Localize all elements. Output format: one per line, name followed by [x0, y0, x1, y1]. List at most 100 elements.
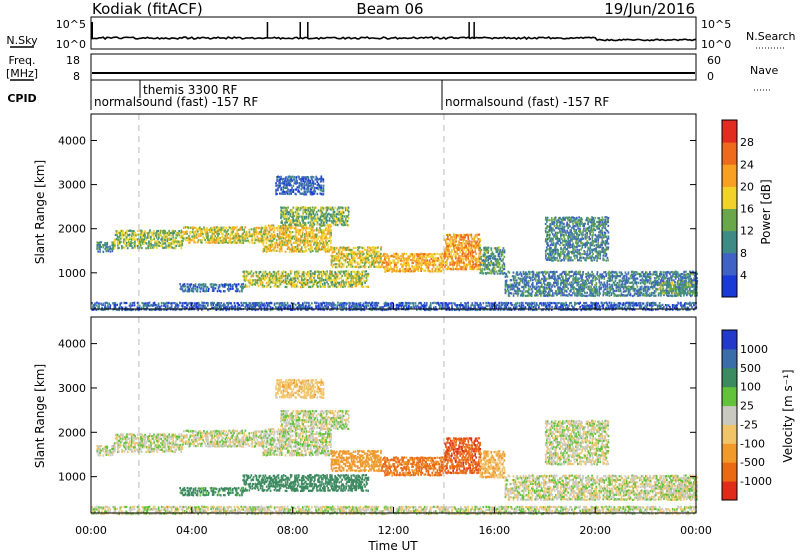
power-cell [270, 249, 273, 252]
power-cell [610, 288, 613, 291]
power-cell [357, 272, 360, 275]
power-cell [396, 266, 399, 269]
power-cell [206, 231, 208, 234]
power-cell [574, 292, 576, 295]
power-cell [218, 241, 220, 244]
power-cell [641, 271, 644, 274]
power-cell [455, 236, 458, 239]
power-cell [501, 270, 504, 273]
power-cell [278, 244, 281, 247]
power-cell [614, 275, 617, 278]
power-cell [173, 240, 176, 243]
power-cell [277, 237, 280, 240]
power-cell [207, 287, 210, 290]
power-cell [314, 213, 317, 216]
power-cell [213, 237, 215, 240]
power-cell [548, 229, 551, 232]
power-cell [556, 235, 558, 238]
power-cell [526, 281, 529, 284]
power-cell [150, 235, 152, 238]
power-cell [424, 263, 427, 266]
power-cell [382, 261, 384, 264]
power-cell [583, 287, 586, 290]
power-cell [359, 265, 362, 268]
power-cell [337, 285, 339, 288]
power-cell [287, 206, 289, 209]
power-cell [683, 270, 685, 273]
power-cell [150, 240, 152, 243]
power-cell [192, 287, 195, 290]
power-cell [474, 263, 476, 266]
power-cell [592, 292, 595, 295]
power-cell [245, 276, 248, 279]
power-cell [334, 257, 337, 260]
power-cell [506, 275, 509, 278]
nsearch-tick-bottom: 10^0 [701, 38, 731, 51]
power-cell [535, 275, 538, 278]
power-cell [346, 261, 349, 264]
power-cell [349, 283, 351, 287]
power-cell [369, 263, 371, 267]
power-cell [327, 224, 329, 227]
power-cell [372, 251, 374, 254]
power-cell [424, 253, 427, 256]
power-cell [217, 286, 220, 289]
power-cell [282, 210, 284, 213]
power-cell [525, 294, 528, 297]
power-cell [488, 254, 491, 258]
power-cell [406, 268, 408, 271]
power-cell [630, 287, 633, 290]
power-cell [294, 233, 297, 236]
power-cell [678, 273, 680, 276]
power-cell [282, 237, 285, 240]
power-cell [448, 249, 450, 252]
power-cell [148, 240, 150, 243]
power-cell [180, 234, 183, 237]
power-cell [320, 248, 322, 251]
power-cell [565, 290, 568, 293]
power-cell [458, 261, 460, 264]
power-cell [309, 227, 311, 230]
power-cell [467, 257, 469, 260]
power-cell [277, 279, 280, 282]
power-cell [170, 246, 173, 249]
power-cell [124, 244, 127, 247]
power-cell [544, 257, 547, 260]
power-cell [689, 291, 692, 294]
power-cell [665, 289, 668, 293]
power-cell [655, 281, 657, 284]
power-cell [125, 236, 128, 239]
power-cell [338, 263, 341, 266]
power-cell [446, 246, 448, 250]
power-cell [242, 235, 245, 238]
power-cell [682, 284, 685, 287]
power-cell [307, 217, 310, 220]
power-cell [615, 271, 618, 274]
power-cell [296, 231, 299, 234]
power-cell [307, 221, 310, 224]
power-cell [313, 206, 316, 210]
power-cell [515, 282, 518, 285]
power-cell [291, 281, 294, 284]
power-cell [682, 292, 685, 295]
power-cell [605, 293, 608, 297]
power-cell [461, 249, 463, 252]
power-cell [314, 272, 316, 275]
power-cell [287, 281, 290, 284]
power-cell [551, 259, 553, 262]
power-cell [575, 273, 578, 276]
power-cell [558, 287, 561, 291]
power-cell [256, 239, 259, 242]
power-cell [192, 284, 195, 287]
power-cell [278, 275, 281, 278]
power-cell [287, 211, 290, 214]
site-title: Kodiak (fitACF) [92, 0, 203, 18]
power-cell [489, 257, 492, 260]
power-cell [447, 265, 449, 268]
power-cell [504, 288, 507, 291]
power-cell [303, 241, 306, 244]
power-cell [409, 267, 411, 270]
power-cell [283, 275, 286, 278]
power-cell [383, 259, 385, 262]
power-cell [296, 223, 298, 227]
